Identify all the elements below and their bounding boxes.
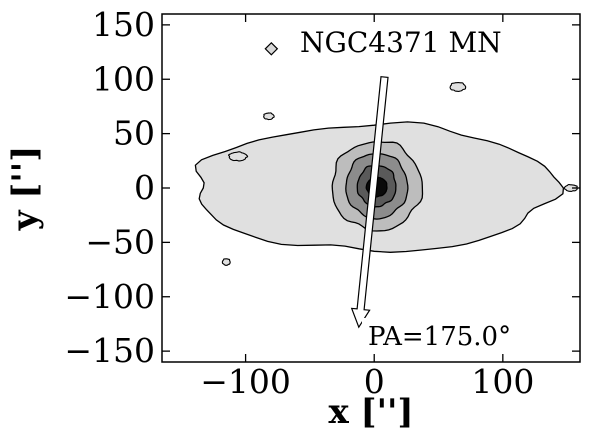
- contour-island: [228, 151, 249, 162]
- y-tick-label: 50: [113, 114, 155, 153]
- object-label-box: [292, 26, 542, 60]
- x-tick-label: 0: [364, 362, 385, 401]
- y-tick-label: 150: [92, 5, 155, 44]
- y-tick-label: 100: [92, 59, 155, 98]
- diamond-marker: [264, 41, 279, 56]
- object-annotation: NGC4371 MN: [292, 26, 542, 60]
- tick-marks: [162, 14, 580, 362]
- y-tick-label: −50: [85, 222, 155, 261]
- pa-label: PA=175.0°: [368, 322, 511, 352]
- y-tick-label: 0: [134, 168, 155, 207]
- y-axis-label: y ['']: [5, 146, 45, 232]
- contour-island: [449, 82, 467, 92]
- contour-island: [221, 258, 231, 266]
- x-tick-label: 100: [471, 362, 534, 401]
- tick-labels: −100 0 100 150 100 50 0 −50 −100 −150: [64, 5, 534, 401]
- y-tick-label: −100: [64, 277, 155, 316]
- pa-annotation: PA=175.0°: [362, 318, 544, 354]
- x-tick-label: −100: [200, 362, 291, 401]
- contour-island: [263, 112, 275, 121]
- contour-island: [563, 184, 578, 192]
- y-tick-label: −150: [64, 331, 155, 370]
- object-name-label: NGC4371 MN: [300, 26, 502, 59]
- pa-label-box: [362, 318, 544, 354]
- contour-layer: [194, 41, 578, 266]
- x-axis-label: x ['']: [328, 392, 413, 432]
